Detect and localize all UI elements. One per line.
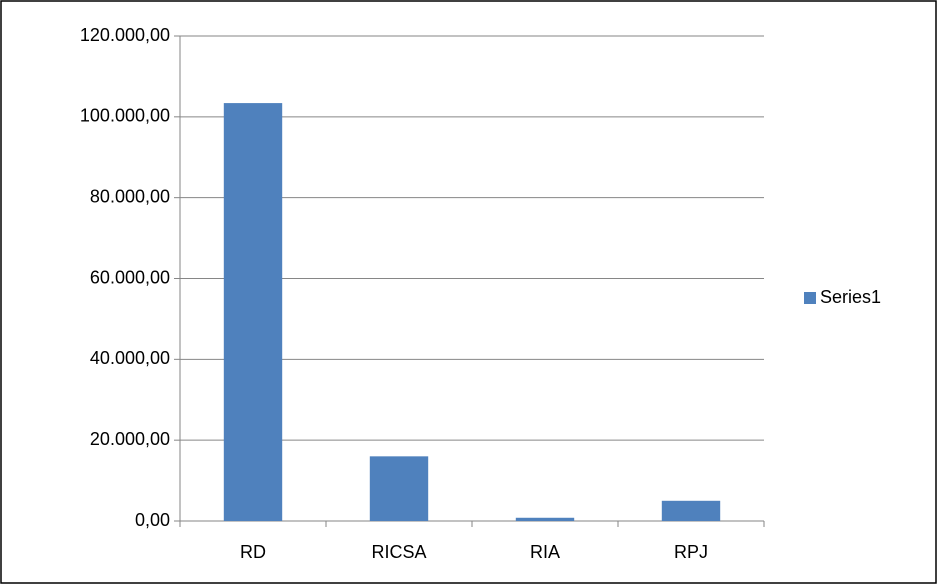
bar bbox=[369, 456, 429, 521]
y-tick-label: 0,00 bbox=[135, 510, 170, 530]
x-tick-label: RD bbox=[240, 542, 266, 562]
bar bbox=[515, 517, 575, 521]
y-tick-label: 60.000,00 bbox=[90, 267, 170, 287]
x-tick-label: RIA bbox=[530, 542, 560, 562]
bar bbox=[661, 500, 721, 521]
x-tick-label: RPJ bbox=[674, 542, 708, 562]
y-tick-label: 80.000,00 bbox=[90, 186, 170, 206]
legend-label: Series1 bbox=[820, 287, 881, 307]
y-tick-label: 40.000,00 bbox=[90, 348, 170, 368]
y-tick-label: 120.000,00 bbox=[80, 25, 170, 45]
x-tick-label: RICSA bbox=[371, 542, 426, 562]
bar bbox=[223, 103, 283, 521]
y-tick-label: 100.000,00 bbox=[80, 106, 170, 126]
y-tick-label: 20.000,00 bbox=[90, 429, 170, 449]
legend-swatch bbox=[804, 292, 816, 304]
